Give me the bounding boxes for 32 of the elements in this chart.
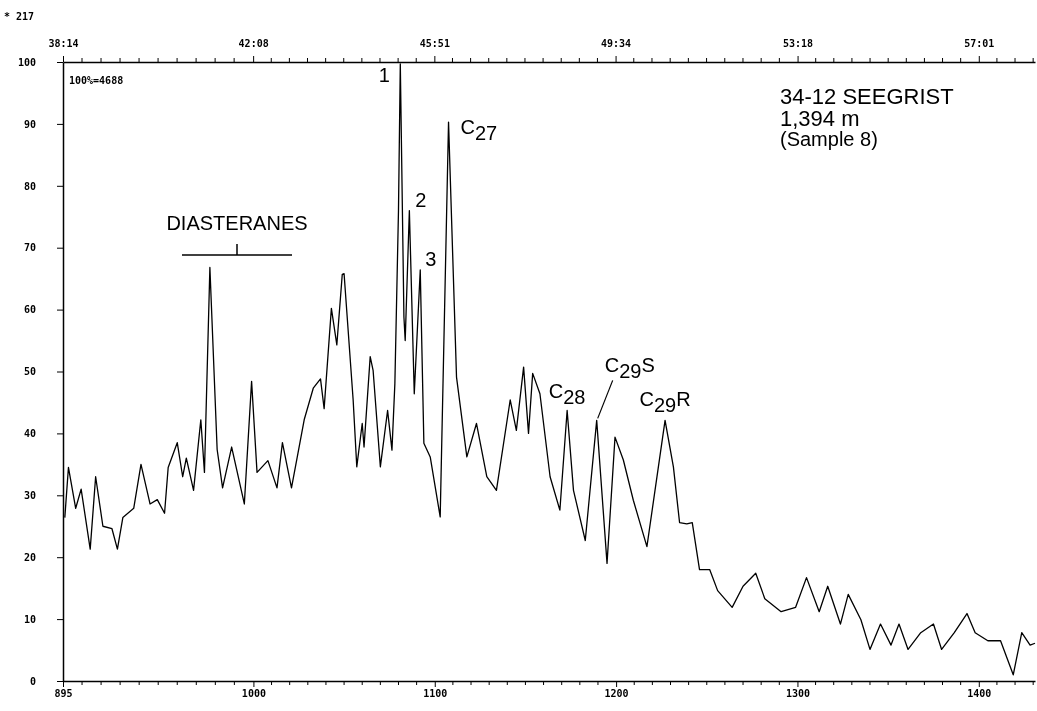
x-tick-label: 1000 <box>241 688 266 700</box>
x2-tick-label: 45:51 <box>419 38 450 49</box>
x-tick-label: 1100 <box>423 688 448 700</box>
text: * 217 <box>4 11 35 22</box>
y-tick-label: 50 <box>23 366 36 378</box>
x2-tick-label: 53:18 <box>783 38 814 49</box>
x2-tick-label: 49:34 <box>601 38 632 49</box>
x-tick-label: 895 <box>54 688 73 700</box>
annotation: 100%=4688 <box>69 75 124 86</box>
y-tick-label: 90 <box>23 118 36 130</box>
y-tick-label: 20 <box>23 551 36 563</box>
annotation: 1 <box>378 63 390 86</box>
x2-tick-label: 57:01 <box>964 38 995 49</box>
x-tick-label: 1400 <box>967 688 992 700</box>
x-tick-label: 1200 <box>604 688 629 700</box>
y-tick-label: 10 <box>23 613 36 625</box>
annotation: 3 <box>425 247 437 270</box>
y-tick-label: 100 <box>17 56 36 68</box>
text: 1,394 m <box>780 106 860 131</box>
annotation: (Sample 8) <box>780 128 878 150</box>
y-tick-label: 40 <box>23 428 36 440</box>
y-tick-label: 70 <box>23 242 36 254</box>
x-tick-label: 1300 <box>785 688 810 700</box>
y-tick-label: 60 <box>23 304 36 316</box>
x2-tick-label: 42:08 <box>238 38 269 49</box>
y-tick-label: 30 <box>23 490 36 501</box>
x2-tick-label: 38:14 <box>48 38 79 49</box>
annotation: 2 <box>415 188 427 211</box>
y-tick-label: 80 <box>23 180 36 192</box>
annotation: DIASTERANES <box>166 212 308 234</box>
text: 34-12 SEEGRIST <box>780 84 954 109</box>
y-tick-label: 0 <box>29 675 36 687</box>
